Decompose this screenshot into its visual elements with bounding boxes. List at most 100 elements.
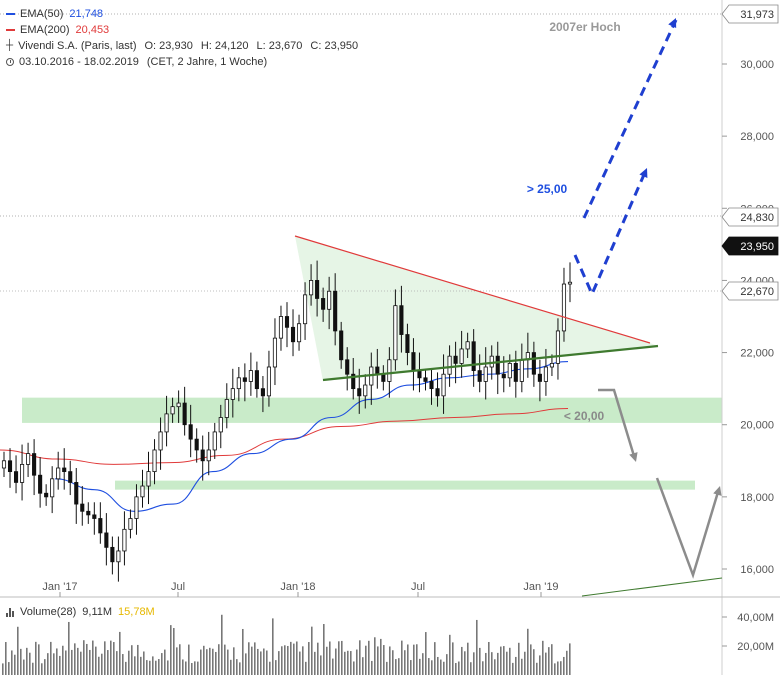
volume-bar [341,640,343,675]
candle [477,354,482,393]
volume-bar [164,649,166,675]
volume-bar [68,621,70,675]
volume-bar [386,661,388,675]
volume-bar [437,656,439,675]
candle-body [32,453,37,476]
candle [158,417,163,470]
candle [176,390,181,423]
chart-legend: EMA(50) 21,748 EMA(200) 20,453 ┼ Vivendi… [6,6,358,70]
zones-layer [22,236,722,490]
candle-body [188,424,193,440]
volume-bar [284,645,286,675]
volume-tick-label: 20,00M [737,641,774,653]
volume-bar [500,646,502,675]
candle [26,442,31,478]
support-trendline [322,344,659,382]
candle-body [513,362,518,382]
candle [333,273,338,346]
candle [170,397,175,423]
volume-bar [557,661,559,675]
candle [339,321,344,369]
volume-bar [482,661,484,675]
volume-bar [191,663,193,675]
volume-bar [89,649,91,675]
volume-bar [359,640,361,675]
candle-body [321,298,326,310]
volume-bar [554,663,556,675]
volume-bar [122,654,124,675]
volume-bar [440,659,442,675]
ema50-line [54,361,569,512]
volume-bar [170,625,172,675]
candle [38,457,43,508]
volume-bar [551,644,553,675]
support-zone-18 [115,480,695,490]
candle-body [212,431,217,451]
candle-body [453,355,458,364]
volume-bar [146,660,148,675]
support-zone-20 [22,397,722,423]
candle [345,347,350,391]
candle-body [339,330,344,361]
volume-bar [212,648,214,675]
candle-body [284,316,290,328]
candle [567,262,573,303]
volume-bar [371,660,373,675]
candle-body [128,518,133,530]
candle [20,444,25,501]
candle-body [333,290,338,332]
candle [80,486,85,526]
volume-value: 9,11M [82,606,113,618]
volume-bar [560,661,562,675]
volume-bar [323,624,325,675]
candle-body [158,431,163,451]
volume-bar [350,651,352,675]
volume-bar [431,660,433,675]
volume-bar [266,650,268,675]
volume-bar [425,632,427,675]
time-tick-label: Jul [411,581,425,593]
candle-body [7,460,13,473]
candle-body [357,388,362,397]
candle [549,354,554,377]
volume-bar [533,649,535,675]
volume-layer: 20,00M 40,00M [2,612,774,675]
volume-bar [230,659,232,675]
candle-body [315,280,320,299]
candle-body [363,384,368,397]
candle-body [134,496,139,519]
candle-body [176,402,181,408]
bull-arrow-short-head [639,168,648,178]
volume-bar [14,654,16,675]
volume-bar [176,647,178,675]
candle-body [248,370,253,382]
volume-bar [173,628,175,675]
rebound-arrow [655,477,720,579]
bear-arrow-head [629,452,638,462]
volume-bar [44,659,46,675]
candle [74,468,79,524]
candle-body [429,381,434,390]
volume-bar [290,641,292,675]
candle [122,511,127,566]
volume-bar [254,642,256,675]
volume-bar [401,640,403,675]
candle [92,502,97,535]
candle [110,536,115,575]
volume-bar [368,640,370,675]
legend-ema200: EMA(200) 20,453 [6,22,358,38]
candle [212,422,217,459]
ema-layer [0,361,569,512]
candle-body [74,482,79,505]
candle-body [200,449,205,462]
volume-bar [5,642,7,675]
volume-bar [569,643,571,675]
volume-bar [26,647,28,675]
candle-body [56,467,61,480]
volume-bar [53,653,55,675]
price-tag-support-box [721,281,779,301]
volume-bar [17,626,19,675]
candle-body [411,352,416,372]
volume-bar [515,656,517,675]
candle-body [170,406,175,415]
